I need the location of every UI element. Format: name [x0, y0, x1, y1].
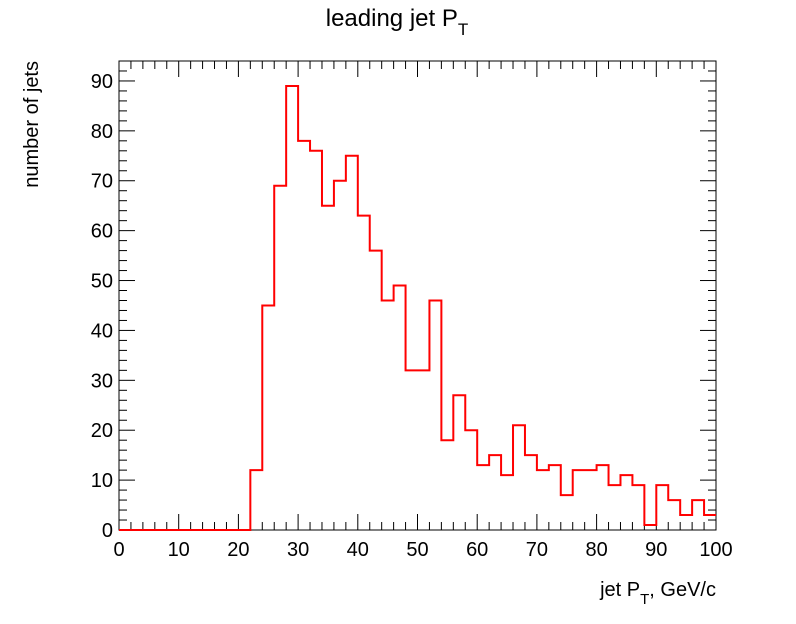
- y-ticks-group: 0 10 20 30 40 50 60 70 80 90: [91, 60, 716, 542]
- x-tick-label: 50: [406, 539, 428, 561]
- x-tick-label: 70: [526, 539, 548, 561]
- y-tick-label: 40: [91, 320, 113, 342]
- histogram-bin: [406, 370, 418, 530]
- histogram-bin: [549, 465, 561, 530]
- histogram-bin: [394, 286, 406, 530]
- y-tick-label: 50: [91, 271, 113, 293]
- x-tick-label: 80: [585, 539, 607, 561]
- histogram-bin: [561, 495, 573, 530]
- histogram-bin: [250, 470, 262, 530]
- x-ticks-group: 0 10 20 30 40 50 60 70 80 90 100: [113, 61, 733, 561]
- histogram-bin: [441, 440, 453, 530]
- histogram-bin: [298, 141, 310, 530]
- histogram-bin: [609, 485, 621, 530]
- y-axis-title: number of jets: [21, 61, 43, 188]
- x-tick-label: 100: [699, 539, 732, 561]
- histogram-bin: [370, 251, 382, 530]
- x-axis-title: jet PT, GeV/c: [599, 579, 716, 608]
- histogram-bin: [346, 156, 358, 530]
- histogram-bin: [274, 186, 286, 530]
- histogram-bin: [429, 300, 441, 530]
- histogram-series: [119, 84, 716, 531]
- histogram-bin: [382, 300, 394, 530]
- x-tick-label: 90: [645, 539, 667, 561]
- histogram-bin: [453, 395, 465, 530]
- y-tick-label: 0: [102, 520, 113, 542]
- histogram-bin: [465, 430, 477, 530]
- y-tick-label: 80: [91, 121, 113, 143]
- x-tick-label: 40: [347, 539, 369, 561]
- histogram-bin: [620, 475, 632, 530]
- histogram-bin: [489, 455, 501, 530]
- histogram-bin: [597, 465, 609, 530]
- histogram-bin: [692, 500, 704, 530]
- histogram-bin: [632, 485, 644, 530]
- histogram-bin: [573, 470, 585, 530]
- histogram-bin: [525, 455, 537, 530]
- histogram-bin: [477, 465, 489, 530]
- histogram-bin: [704, 515, 716, 530]
- y-tick-label: 60: [91, 221, 113, 243]
- x-tick-label: 30: [287, 539, 309, 561]
- histogram-bin: [585, 470, 597, 530]
- histogram-bin: [668, 500, 680, 530]
- histogram-bin: [656, 485, 668, 530]
- y-tick-label: 20: [91, 420, 113, 442]
- x-tick-label: 10: [168, 539, 190, 561]
- series-group: [119, 84, 716, 531]
- histogram-bin: [262, 305, 274, 530]
- histogram-bin: [501, 475, 513, 530]
- histogram-bin: [644, 525, 656, 530]
- y-tick-label: 10: [91, 470, 113, 492]
- chart-title-group: leading jet PT: [326, 5, 468, 39]
- x-tick-label: 0: [113, 539, 124, 561]
- histogram-bin: [322, 206, 334, 530]
- histogram-bin: [513, 425, 525, 530]
- x-tick-label: 20: [227, 539, 249, 561]
- y-tick-label: 70: [91, 171, 113, 193]
- chart-title: leading jet PT: [326, 5, 468, 39]
- histogram-bin: [286, 86, 298, 530]
- histogram-bin: [358, 216, 370, 530]
- axis-titles-group: jet PT, GeV/c number of jets: [21, 61, 716, 608]
- y-tick-label: 30: [91, 370, 113, 392]
- histogram-bin: [418, 370, 430, 530]
- x-tick-label: 60: [466, 539, 488, 561]
- y-tick-label: 90: [91, 71, 113, 93]
- histogram-bin: [334, 181, 346, 530]
- histogram-bin: [537, 470, 549, 530]
- histogram-bin: [680, 515, 692, 530]
- histogram-bin: [310, 151, 322, 530]
